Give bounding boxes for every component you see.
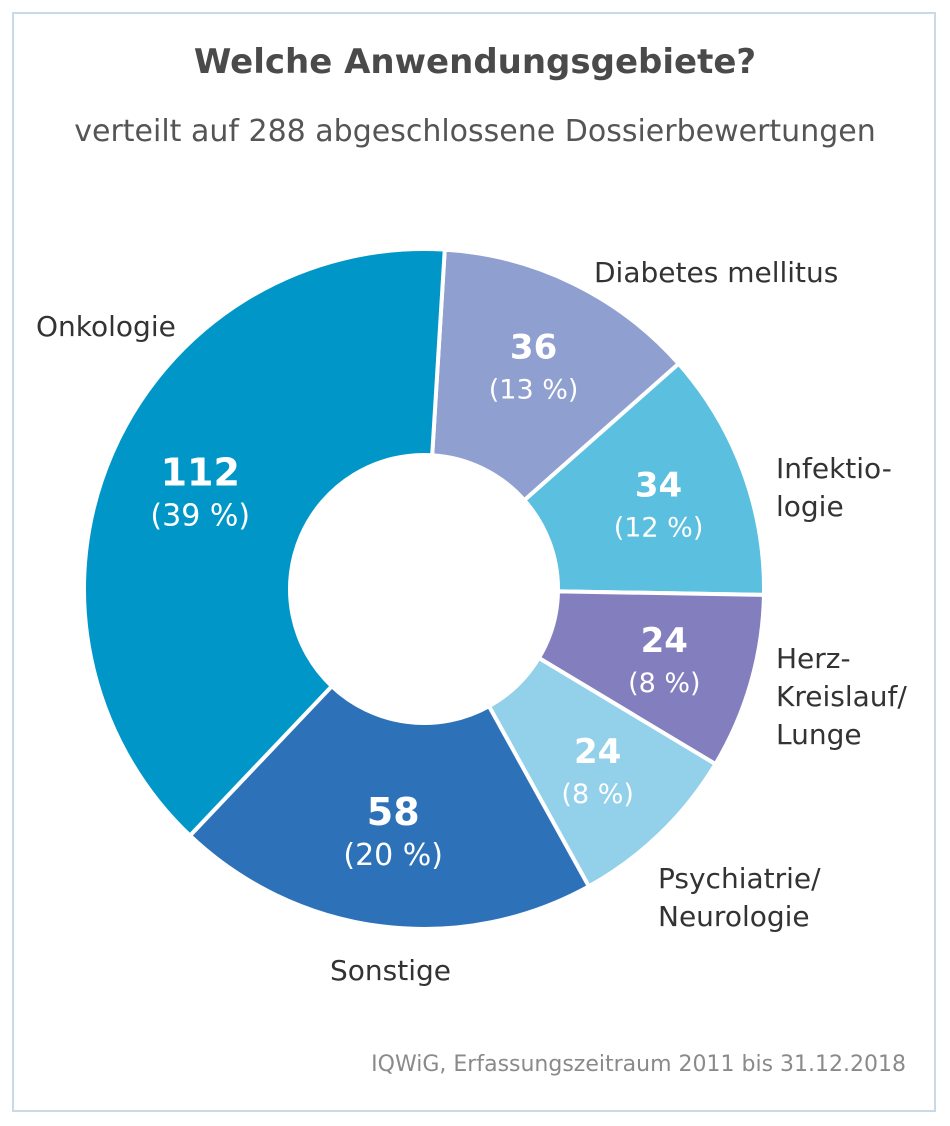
label-psychiatrie-neurologie: Psychiatrie/Neurologie xyxy=(658,860,821,936)
slice-value-label: 36 xyxy=(510,327,557,367)
category-label-line: logie xyxy=(776,490,844,523)
label-onkologie: Onkologie xyxy=(36,308,176,346)
category-label-line: Sonstige xyxy=(330,954,451,987)
label-sonstige: Sonstige xyxy=(330,952,451,990)
category-label-line: Lunge xyxy=(776,718,862,751)
label-diabetes-mellitus: Diabetes mellitus xyxy=(594,254,838,292)
chart-subtitle: verteilt auf 288 abgeschlossene Dossierb… xyxy=(74,114,876,149)
slice-value-label: 34 xyxy=(635,465,682,505)
category-label-line: Kreislauf/ xyxy=(776,680,907,713)
slice-sonstige xyxy=(187,683,592,931)
category-label-line: Herz- xyxy=(776,642,851,675)
slice-percent-label: (8 %) xyxy=(628,668,700,699)
slice-value-label: 24 xyxy=(574,732,621,772)
slice-onkologie xyxy=(82,247,447,839)
label-herz-kreislauf-lunge: Herz- Kreislauf/Lunge xyxy=(776,640,907,754)
category-label-line: Infektio- xyxy=(776,452,892,485)
slice-infektiologie xyxy=(521,360,766,597)
slice-value-label: 112 xyxy=(161,451,240,495)
slice-value-label: 58 xyxy=(367,790,420,834)
category-label-line: Psychiatrie/ xyxy=(658,862,821,895)
slice-diabetes-mellitus xyxy=(430,247,682,504)
source-note: IQWiG, Erfassungszeitraum 2011 bis 31.12… xyxy=(371,1052,906,1077)
slice-percent-label: (13 %) xyxy=(489,374,579,405)
slice-percent-label: (12 %) xyxy=(614,512,704,543)
label-infektiologie: Infektio-logie xyxy=(776,450,892,526)
slice-value-label: 24 xyxy=(641,621,688,661)
slice-percent-label: (20 %) xyxy=(343,838,443,873)
slice-percent-label: (39 %) xyxy=(150,499,250,534)
category-label-line: Onkologie xyxy=(36,310,176,343)
slice-percent-label: (8 %) xyxy=(561,779,633,810)
category-label-line: Neurologie xyxy=(658,900,810,933)
chart-title: Welche Anwendungsgebiete? xyxy=(193,42,757,82)
category-label-line: Diabetes mellitus xyxy=(594,256,839,289)
